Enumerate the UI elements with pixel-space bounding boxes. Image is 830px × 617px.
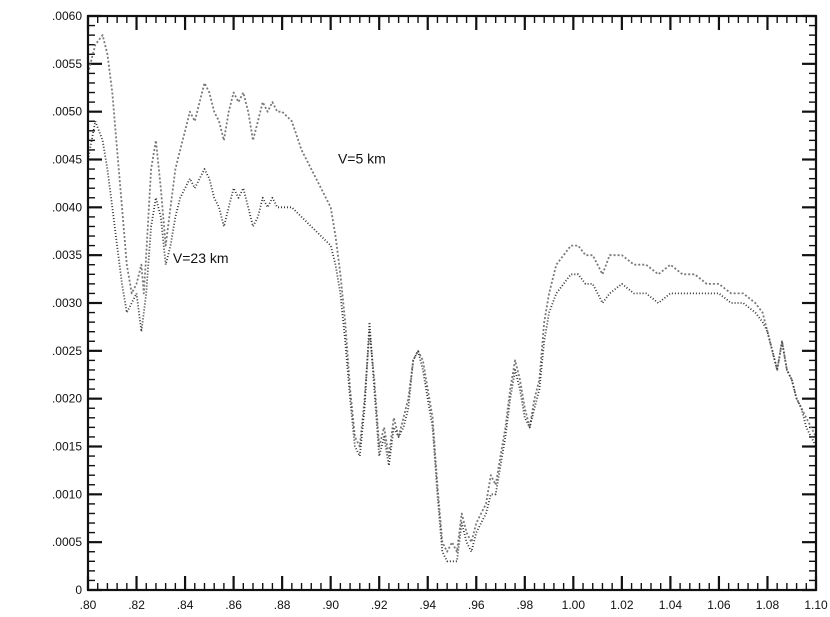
y-tick-label: .0040 [52, 200, 82, 214]
x-tick-label: .88 [274, 598, 291, 612]
series-line-2 [87, 120, 817, 563]
y-tick-label: 0 [75, 583, 82, 597]
x-tick-label: 1.08 [756, 598, 780, 612]
y-tick-label: .0055 [52, 57, 82, 71]
x-tick-label: .98 [516, 598, 533, 612]
annotation-label: V=23 km [173, 250, 229, 266]
ticks-layer [86, 14, 818, 592]
series-line-1 [87, 34, 817, 553]
series-layer [87, 34, 817, 563]
y-tick-label: .0030 [52, 296, 82, 310]
y-tick-label: .0010 [52, 487, 82, 501]
y-tick-label: .0045 [52, 153, 82, 167]
annotation-label: V=5 km [338, 150, 386, 166]
y-tick-label: .0015 [52, 440, 82, 454]
y-tick-label: .0060 [52, 9, 82, 23]
x-tick-label: .84 [177, 598, 194, 612]
y-tick-label: .0025 [52, 344, 82, 358]
plot-frame [86, 14, 818, 592]
x-tick-label: .94 [419, 598, 436, 612]
y-tick-label: .0050 [52, 105, 82, 119]
labels-layer: 0 .0005 .0010 .0015 .0020 .0025 .0030 .0035 .004… [52, 9, 828, 612]
y-tick-label: .0035 [52, 248, 82, 262]
x-tick-label: .80 [80, 598, 97, 612]
x-tick-label: 1.06 [707, 598, 731, 612]
x-tick-label: .86 [225, 598, 242, 612]
x-tick-label: 1.04 [659, 598, 683, 612]
x-tick-label: .92 [371, 598, 388, 612]
y-tick-label: .0020 [52, 392, 82, 406]
x-tick-label: .82 [128, 598, 145, 612]
y-tick-label: .0005 [52, 535, 82, 549]
x-tick-label: .96 [468, 598, 485, 612]
x-tick-label: 1.02 [610, 598, 634, 612]
x-tick-label: 1.10 [804, 598, 828, 612]
x-tick-label: 1.00 [562, 598, 586, 612]
annot-layer: V=5 km V=23 km [173, 150, 386, 265]
x-tick-label: .90 [322, 598, 339, 612]
